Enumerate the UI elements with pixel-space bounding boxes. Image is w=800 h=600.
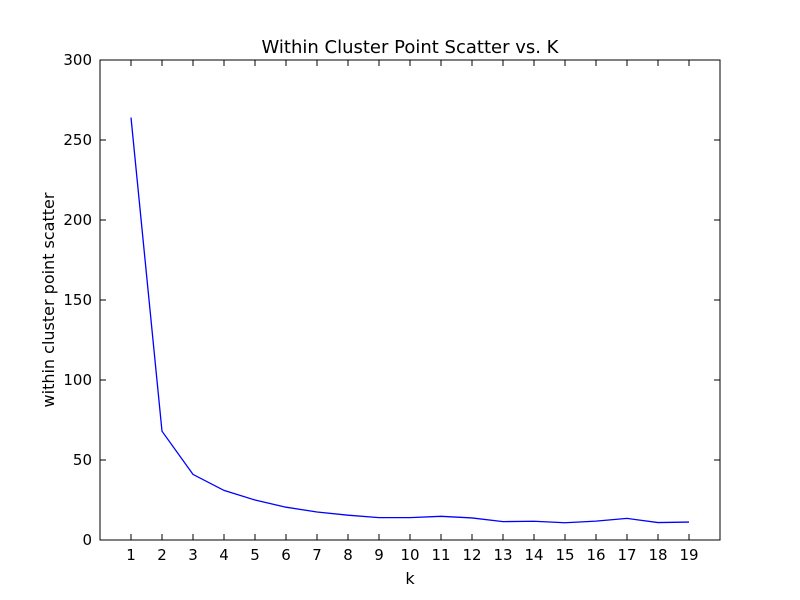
series-layer xyxy=(130,117,690,524)
x-tick-label: 18 xyxy=(648,546,667,564)
y-tick-label: 200 xyxy=(63,211,92,229)
x-tick-label: 8 xyxy=(343,546,353,564)
y-tick-label: 150 xyxy=(63,291,92,309)
y-axis-label: within cluster point scatter xyxy=(39,192,58,407)
x-tick-label: 6 xyxy=(281,546,291,564)
y-tick-label: 250 xyxy=(63,131,92,149)
plot-frame xyxy=(99,59,721,541)
plot-area xyxy=(100,60,720,540)
x-tick-label: 1 xyxy=(126,546,136,564)
y-tick-label: 0 xyxy=(82,531,92,549)
x-tick-label: 5 xyxy=(250,546,260,564)
x-tick-label: 11 xyxy=(431,546,450,564)
x-tick-label: 16 xyxy=(586,546,605,564)
x-tick-label: 12 xyxy=(462,546,481,564)
y-axis-ticks: 0 50 100 150 200 250 300 xyxy=(63,51,720,549)
x-tick-label: 9 xyxy=(374,546,384,564)
x-tick-label: 19 xyxy=(679,546,698,564)
x-tick-label: 2 xyxy=(157,546,167,564)
x-tick-label: 13 xyxy=(493,546,512,564)
x-tick-label: 4 xyxy=(219,546,229,564)
x-axis-label: k xyxy=(405,569,415,588)
x-tick-label: 17 xyxy=(617,546,636,564)
y-tick-label: 50 xyxy=(73,451,92,469)
x-tick-label: 3 xyxy=(188,546,198,564)
x-tick-label: 7 xyxy=(312,546,322,564)
chart-title: Within Cluster Point Scatter vs. K xyxy=(262,37,560,58)
x-axis-ticks: 1 2 3 4 5 6 7 8 9 10 11 12 13 14 15 16 17 18 19 xyxy=(126,60,699,564)
x-tick-label: 10 xyxy=(400,546,419,564)
series-line xyxy=(130,117,690,524)
y-tick-label: 300 xyxy=(63,51,92,69)
y-tick-label: 100 xyxy=(63,371,92,389)
x-tick-label: 15 xyxy=(555,546,574,564)
x-tick-label: 14 xyxy=(524,546,543,564)
